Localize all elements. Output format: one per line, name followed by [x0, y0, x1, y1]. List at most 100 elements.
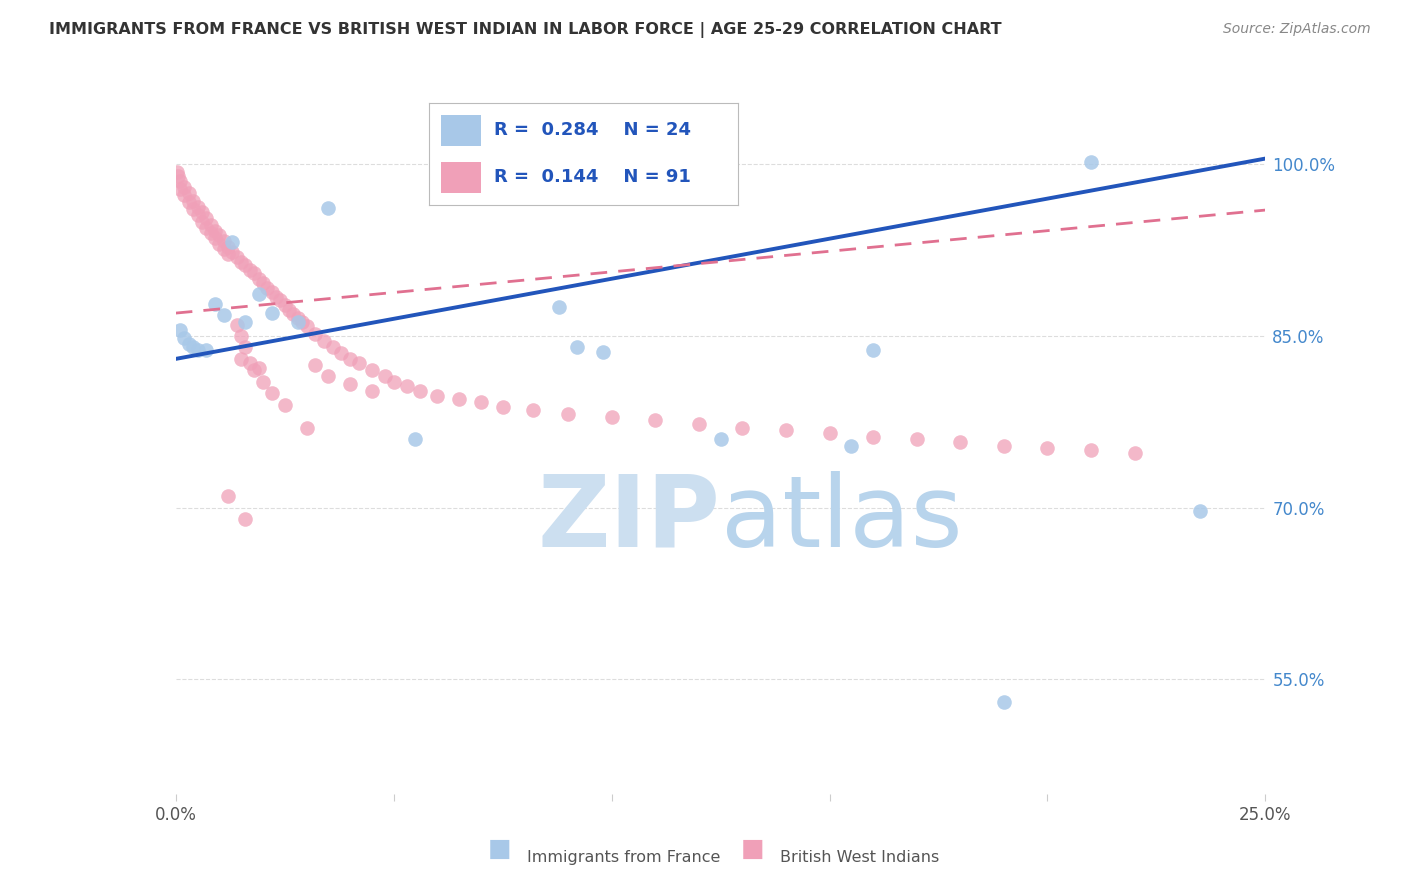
Point [221, 245, 243, 260]
Point [231, 254, 253, 268]
Point [243, 266, 266, 280]
Point [200, 226, 222, 240]
Point [360, 384, 382, 398]
Point [1080, 155, 1102, 169]
Point [841, 439, 863, 453]
Point [775, 423, 797, 437]
Point [360, 363, 382, 377]
Point [405, 432, 427, 446]
Point [167, 169, 190, 183]
Point [347, 356, 370, 370]
Point [212, 309, 235, 323]
Point [260, 306, 283, 320]
Point [181, 202, 204, 216]
Point [186, 208, 209, 222]
Text: British West Indians: British West Indians [780, 850, 939, 865]
Point [212, 242, 235, 256]
Point [409, 384, 432, 398]
Point [169, 182, 191, 196]
Point [993, 439, 1015, 453]
Point [177, 186, 200, 200]
Point [395, 379, 418, 393]
Text: atlas: atlas [721, 471, 962, 567]
Point [212, 234, 235, 248]
Point [239, 262, 262, 277]
Point [1123, 446, 1146, 460]
Text: IMMIGRANTS FROM FRANCE VS BRITISH WEST INDIAN IN LABOR FORCE | AGE 25-29 CORRELA: IMMIGRANTS FROM FRANCE VS BRITISH WEST I… [49, 22, 1002, 38]
Point [291, 315, 314, 329]
Point [592, 345, 614, 359]
Point [522, 403, 544, 417]
Point [173, 188, 195, 202]
Point [600, 410, 623, 425]
Point [382, 375, 405, 389]
Point [247, 361, 270, 376]
Point [177, 195, 200, 210]
Point [195, 221, 218, 235]
Text: ZIP: ZIP [537, 471, 721, 567]
Point [191, 205, 214, 219]
Point [166, 165, 188, 179]
Point [200, 218, 222, 232]
Point [283, 307, 305, 321]
Point [195, 211, 218, 225]
Point [252, 375, 274, 389]
Point [993, 695, 1015, 709]
Point [949, 435, 972, 450]
Point [247, 286, 270, 301]
Point [181, 194, 204, 208]
Point [548, 301, 571, 315]
Point [235, 512, 257, 526]
Point [252, 277, 274, 291]
Bar [441, 115, 481, 145]
Point [239, 356, 262, 370]
Point [565, 340, 588, 354]
Point [243, 363, 266, 377]
Point [204, 230, 226, 244]
Text: Source: ZipAtlas.com: Source: ZipAtlas.com [1223, 22, 1371, 37]
Point [1036, 441, 1059, 455]
Text: Immigrants from France: Immigrants from France [527, 850, 721, 865]
Point [492, 400, 515, 414]
Point [191, 214, 214, 228]
Text: R =  0.284    N = 24: R = 0.284 N = 24 [494, 121, 690, 139]
Point [470, 395, 492, 409]
Point [225, 318, 247, 332]
Point [304, 358, 326, 372]
Point [710, 432, 733, 446]
Point [247, 271, 270, 285]
Point [731, 420, 754, 434]
Point [217, 240, 239, 254]
Point [177, 337, 200, 351]
Point [818, 426, 841, 441]
Text: R =  0.144    N = 91: R = 0.144 N = 91 [494, 169, 690, 186]
Point [186, 200, 209, 214]
Point [173, 331, 195, 345]
Point [235, 258, 257, 272]
Point [339, 377, 361, 392]
Point [688, 417, 710, 431]
Point [208, 228, 231, 243]
Point [217, 489, 239, 503]
Point [264, 290, 287, 304]
Point [231, 329, 253, 343]
Point [557, 407, 579, 421]
Bar [441, 162, 481, 193]
Point [274, 298, 297, 312]
Point [318, 201, 340, 215]
Point [1080, 443, 1102, 458]
Point [235, 340, 257, 354]
Point [169, 323, 191, 337]
Point [304, 326, 326, 341]
Point [426, 388, 449, 402]
Point [231, 351, 253, 366]
Point [186, 343, 209, 357]
Point [318, 369, 340, 384]
Point [204, 224, 226, 238]
Text: ■: ■ [488, 837, 510, 861]
Point [195, 343, 218, 357]
Point [173, 180, 195, 194]
Point [287, 310, 309, 325]
Point [181, 340, 204, 354]
Point [862, 343, 884, 357]
